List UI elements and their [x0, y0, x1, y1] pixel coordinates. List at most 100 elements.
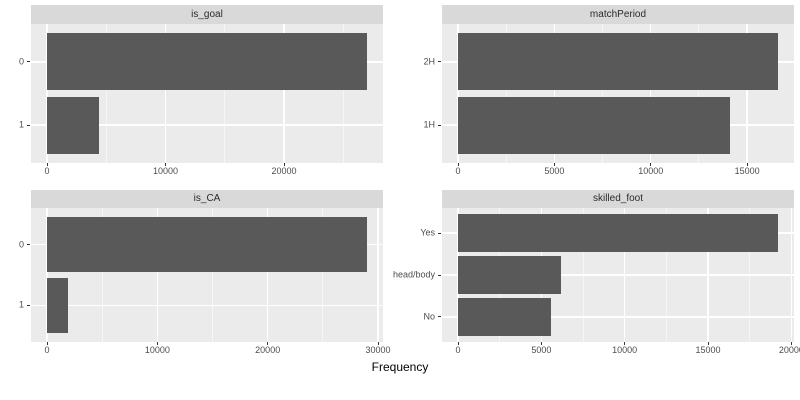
y-tick-label: 1 [18, 119, 24, 130]
x-axis: 0 5000 10000 15000 20000 [442, 342, 800, 358]
x-tick-label: 10000 [638, 166, 664, 176]
x-tick-mark [283, 163, 285, 166]
plot-panel-skilled-foot [442, 208, 794, 342]
major-gridline [283, 24, 285, 163]
major-gridline-horizontal [31, 304, 383, 307]
plot-panel-matchperiod [442, 24, 794, 163]
x-axis: 0 10000 20000 [31, 163, 383, 179]
major-gridline-horizontal [442, 274, 794, 276]
x-tick-mark [267, 342, 269, 345]
y-tick-mark [27, 244, 30, 246]
minor-gridline [602, 24, 604, 163]
bar-2h [458, 33, 778, 91]
x-tick-mark [46, 163, 48, 166]
y-tick-mark [27, 304, 30, 306]
x-tick-label: 15000 [695, 345, 721, 355]
y-tick-mark [438, 232, 441, 234]
y-tick-mark [438, 316, 441, 318]
y-tick-label: 1H [423, 119, 435, 130]
y-axis: Yes head/body No [392, 208, 442, 342]
y-tick-label: No [423, 311, 435, 322]
x-tick-label: 0 [44, 166, 50, 176]
x-tick-label: 0 [455, 345, 461, 355]
panel-title: is_goal [191, 8, 223, 20]
major-gridline [553, 24, 556, 163]
x-tick-label: 5000 [531, 345, 552, 355]
y-tick-mark [438, 61, 441, 63]
x-tick-mark [156, 342, 158, 345]
x-tick-label: 5000 [544, 166, 565, 176]
major-gridline-horizontal [442, 316, 794, 318]
major-gridline-horizontal [31, 124, 383, 126]
y-tick-label: Yes [420, 227, 435, 238]
x-tick-label: 15000 [734, 166, 760, 176]
x-tick-label: 20000 [778, 345, 800, 355]
major-gridline [46, 24, 48, 163]
major-gridline [457, 24, 459, 163]
x-tick-mark [165, 163, 167, 166]
x-tick-mark [790, 342, 792, 345]
bar-head-body [458, 256, 562, 294]
facet-skilled-foot: skilled_foot Yes head/body No 0 5000 10000 15… [392, 190, 800, 358]
panel-title-strip: is_goal [31, 5, 383, 24]
x-tick-mark [553, 163, 555, 166]
major-gridline [266, 208, 269, 342]
x-axis-title: Frequency [371, 360, 429, 374]
x-tick-mark [707, 342, 709, 345]
x-tick-mark [624, 342, 626, 345]
x-axis: 0 5000 10000 15000 [442, 163, 794, 179]
bar-1 [47, 278, 68, 333]
panel-title-strip: is_CA [31, 190, 383, 208]
minor-gridline [342, 24, 344, 163]
x-tick-label: 30000 [365, 345, 391, 355]
plot-panel-is-ca [31, 208, 383, 342]
minor-gridline [212, 208, 214, 342]
x-tick-mark [746, 163, 748, 166]
x-tick-label: 20000 [255, 345, 281, 355]
y-tick-mark [27, 124, 30, 126]
y-tick-mark [438, 274, 441, 276]
major-gridline [377, 208, 379, 342]
x-tick-label: 0 [455, 166, 461, 176]
major-gridline [46, 208, 48, 342]
panel-title: matchPeriod [589, 8, 647, 20]
y-tick-label: head/body [392, 269, 435, 280]
bar-1 [47, 96, 100, 154]
x-tick-mark [540, 342, 542, 345]
panel-title: is_CA [193, 193, 221, 204]
major-gridline [156, 208, 159, 342]
panel-title-strip: matchPeriod [442, 5, 794, 24]
plot-panel-is-goal [31, 24, 383, 163]
x-tick-label: 0 [44, 345, 50, 355]
x-axis: 0 10000 20000 30000 [31, 342, 391, 358]
bar-0 [47, 33, 367, 91]
y-tick-label: 1 [18, 299, 24, 310]
x-tick-mark [457, 163, 459, 166]
minor-gridline [505, 24, 507, 163]
x-tick-label: 10000 [612, 345, 638, 355]
x-tick-label: 20000 [271, 166, 297, 176]
minor-gridline [224, 24, 226, 163]
minor-gridline [101, 208, 103, 342]
x-tick-mark [46, 342, 48, 345]
minor-gridline [105, 24, 107, 163]
y-tick-label: 0 [18, 239, 24, 250]
bar-no [458, 298, 552, 336]
y-tick-mark [27, 61, 30, 63]
major-gridline [164, 24, 167, 163]
major-gridline [650, 24, 652, 163]
x-tick-label: 10000 [144, 345, 170, 355]
bar-1h [458, 96, 730, 154]
panel-title: skilled_foot [592, 193, 644, 204]
x-tick-mark [377, 342, 379, 345]
bar-yes [458, 214, 778, 252]
x-tick-mark [650, 163, 652, 166]
y-tick-label: 2H [423, 56, 435, 67]
y-axis: 2H 1H [392, 24, 442, 163]
facet-matchperiod: matchPeriod 2H 1H 0 5000 10000 15000 [392, 5, 794, 179]
minor-gridline [698, 24, 700, 163]
